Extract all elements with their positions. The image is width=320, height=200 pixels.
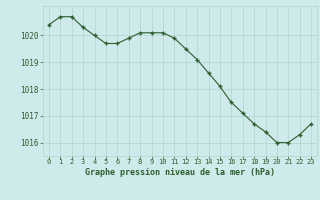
X-axis label: Graphe pression niveau de la mer (hPa): Graphe pression niveau de la mer (hPa)	[85, 168, 275, 177]
